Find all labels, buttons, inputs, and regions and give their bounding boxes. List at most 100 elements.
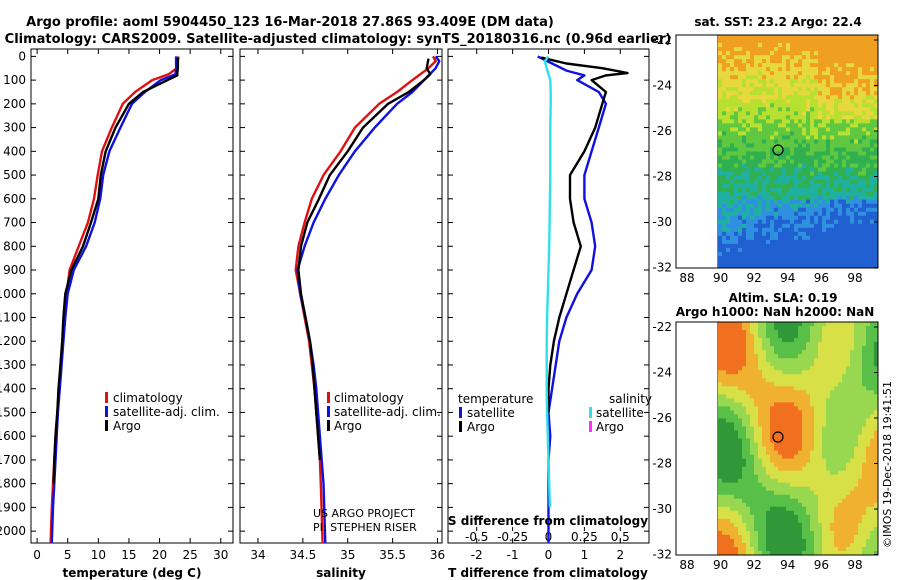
sla-cell [858,338,863,343]
sst-cell [734,35,739,40]
sst-cell [818,127,823,132]
sst-cell [718,235,723,241]
sst-cell [794,55,799,60]
sst-cell [842,87,847,92]
sst-cell [746,215,751,221]
sla-cell [726,418,731,423]
sla-cell [798,322,803,327]
sla-cell [782,530,787,536]
sst-cell [742,151,747,156]
sla-cell [750,330,755,335]
sst-cell [822,191,827,197]
sst-cell [818,187,823,193]
sst-cell [726,227,731,233]
sst-cell [754,63,759,68]
sla-cell [758,354,763,359]
sst-cell [802,147,807,152]
sst-cell [778,119,783,124]
sst-cell [734,167,739,172]
sst-cell [766,235,771,241]
sst-cell [754,219,759,225]
sst-cell [806,259,811,265]
sst-cell [862,227,867,233]
sla-cell [718,382,723,387]
sst-cell [870,187,875,193]
sla-cell [858,354,863,359]
sla-cell [722,350,727,355]
sst-cell [742,167,747,172]
sla-cell [810,326,815,331]
sst-cell [826,131,831,136]
sst-cell [766,171,771,177]
sla-cell [774,326,779,331]
sst-cell [818,259,823,265]
sla-cell [790,410,795,415]
sla-cell [818,422,823,427]
sst-cell [718,87,723,92]
sst-cell [854,119,859,124]
sla-cell [750,550,755,556]
sla-cell [778,474,783,480]
sst-cell [810,171,815,177]
sst-cell [822,187,827,193]
sla-cell [762,426,767,431]
sla-cell [770,534,775,540]
sst-cell [814,155,819,160]
sst-cell [826,79,831,84]
sla-cell [742,542,747,548]
sst-cell [726,239,731,245]
sst-cell [726,219,731,225]
sla-cell [758,438,763,443]
sla-cell [858,418,863,423]
sst-cell [802,151,807,156]
sla-cell [806,418,811,423]
sst-cell [718,215,723,221]
sla-cell [718,338,723,343]
sst-cell [862,115,867,120]
sla-cell [802,410,807,415]
sst-cell [798,91,803,96]
sla-cell [834,334,839,339]
sla-cell [822,322,827,327]
sla-cell [866,498,871,504]
sla-cell [874,378,879,383]
sst-cell [846,79,851,84]
sst-cell [818,167,823,172]
sst-cell [834,243,839,249]
sla-cell [814,434,819,439]
sst-cell [794,151,799,156]
sla-cell [858,474,863,480]
sst-cell [726,167,731,172]
sla-cell [722,426,727,431]
sla-cell [870,410,875,415]
sla-cell [866,362,871,367]
sla-cell [814,454,819,459]
sst-cell [774,231,779,237]
sla-cell [802,434,807,439]
sst-cell [778,79,783,84]
sst-cell [798,175,803,181]
sst-cell [806,127,811,132]
sla-cell [834,390,839,395]
sla-cell [794,530,799,536]
sst-cell [834,227,839,233]
sla-cell [754,414,759,419]
sst-cell [846,227,851,233]
sst-cell [814,139,819,144]
sla-cell [846,342,851,347]
sst-cell [830,55,835,60]
sst-cell [794,103,799,108]
sla-cell [742,506,747,512]
sst-cell [790,47,795,52]
sst-cell [734,75,739,80]
sst-cell [798,223,803,229]
sla-cell [822,350,827,355]
sla-cell [862,422,867,427]
sla-cell [830,406,835,411]
sst-cell [746,79,751,84]
sst-cell [730,255,735,261]
sla-cell [786,338,791,343]
sla-cell [834,414,839,419]
sst-cell [830,127,835,132]
sla-cell [778,410,783,415]
